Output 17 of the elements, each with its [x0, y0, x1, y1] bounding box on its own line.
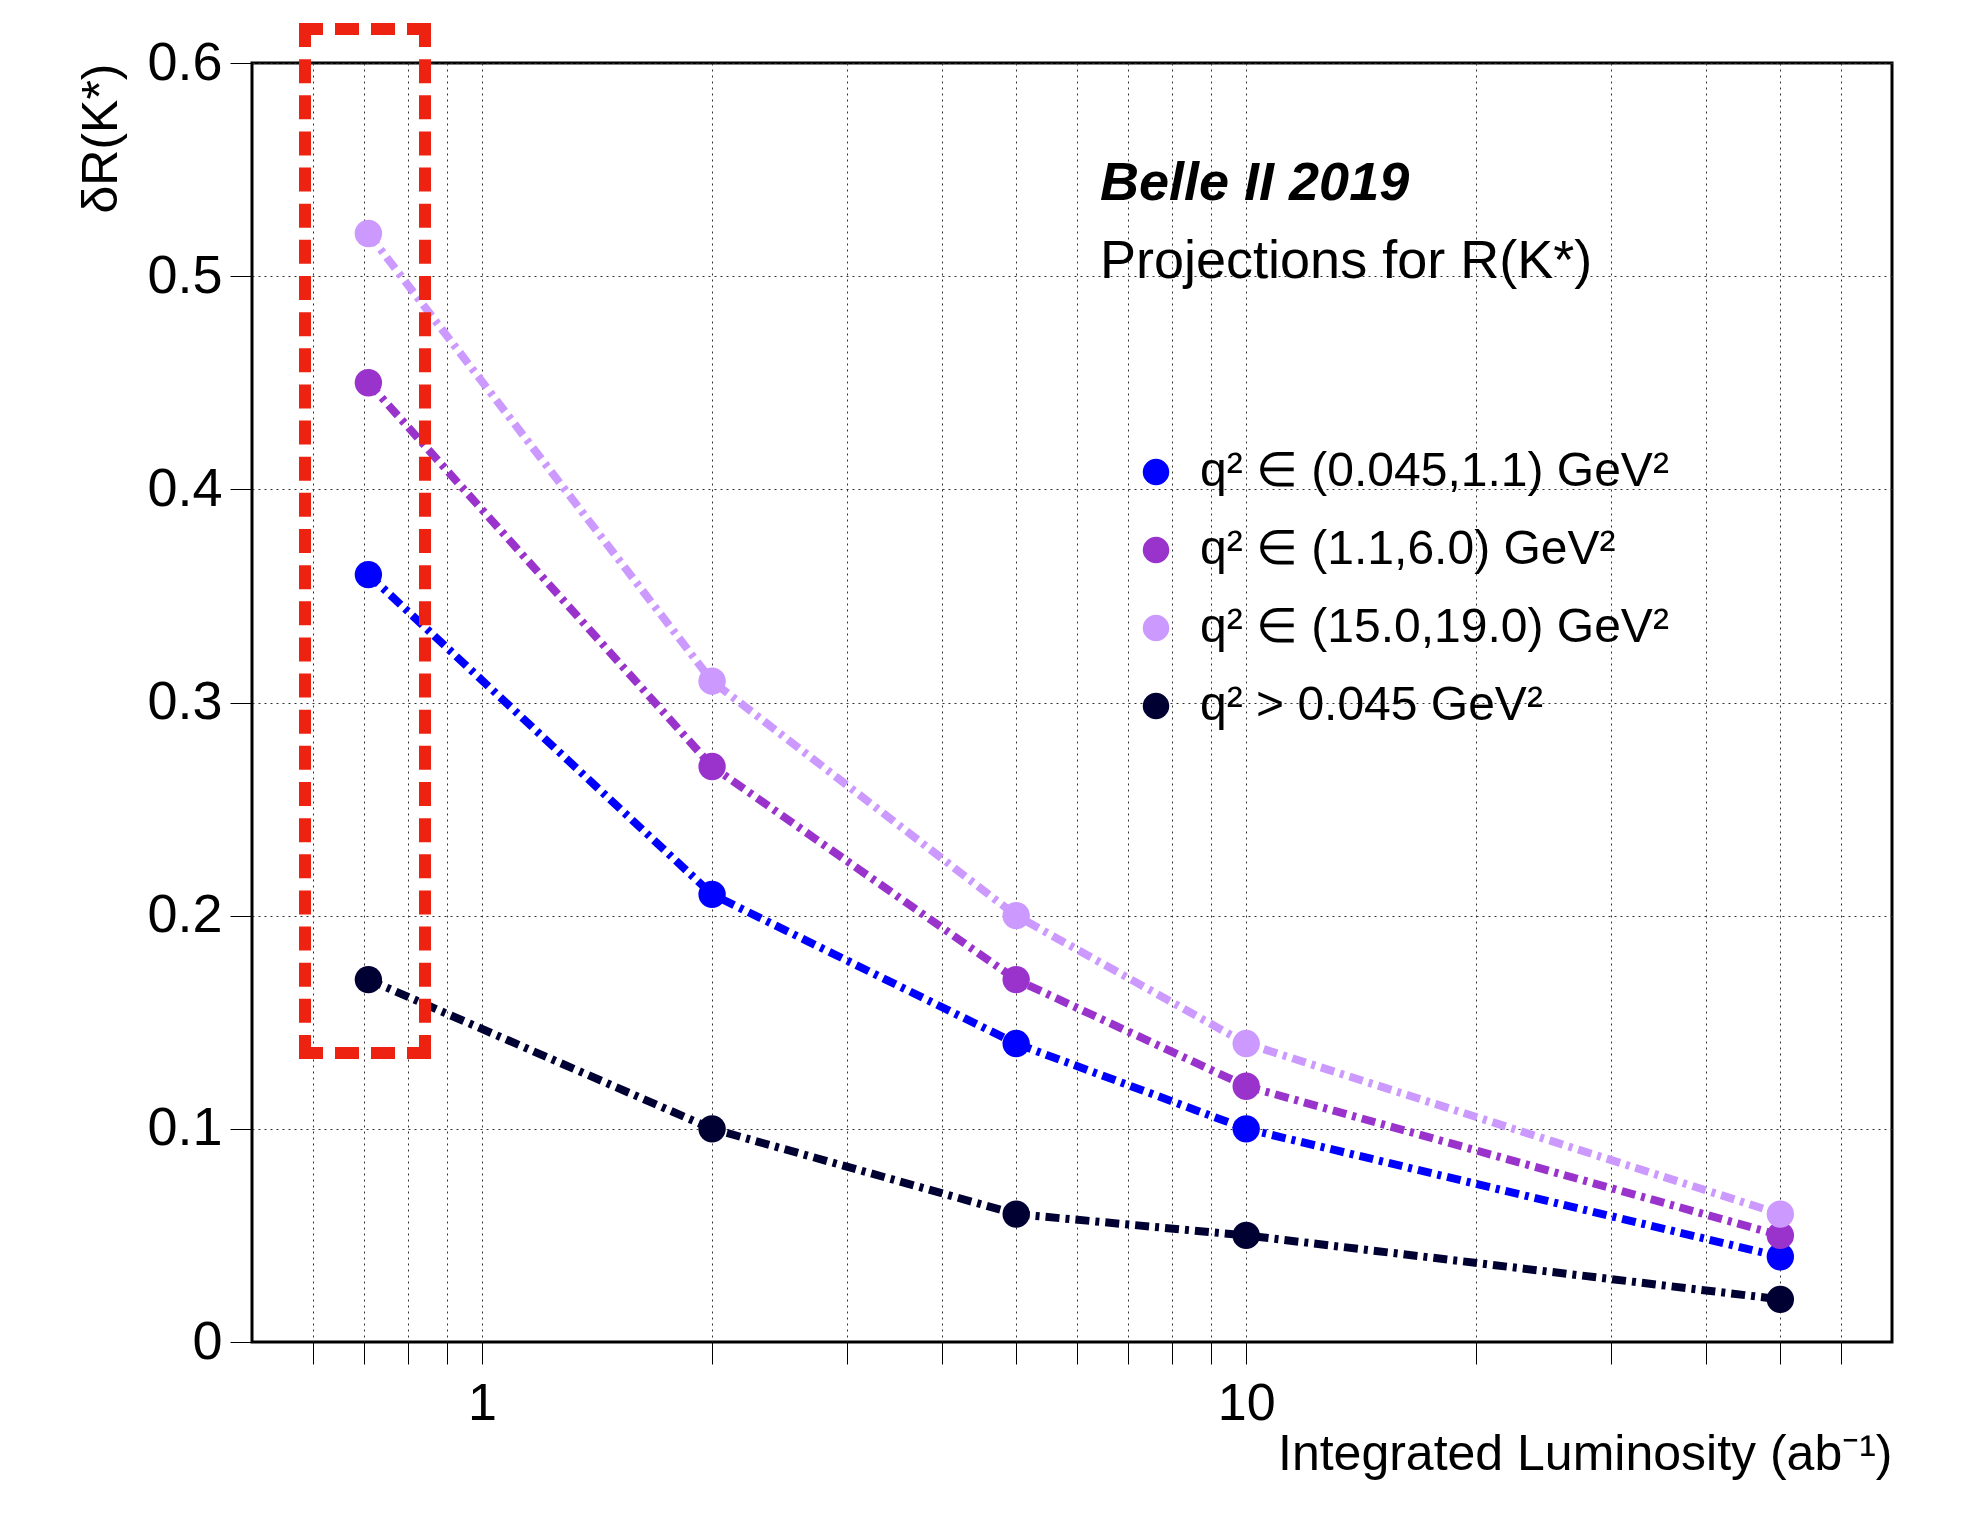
- y-tick-label: 0.4: [147, 456, 223, 517]
- y-tick-label: 0: [192, 1309, 223, 1370]
- legend-label: q² > 0.045 GeV²: [1200, 677, 1543, 730]
- annotation: Belle II 2019: [1100, 151, 1410, 211]
- y-tick-label: 0.5: [147, 243, 223, 304]
- y-tick-label: 0.6: [147, 30, 223, 91]
- legend-label: q² ∈ (1.1,6.0) GeV²: [1200, 521, 1616, 574]
- legend-label: q² ∈ (0.045,1.1) GeV²: [1200, 443, 1669, 496]
- legend-label: q² ∈ (15.0,19.0) GeV²: [1200, 599, 1669, 652]
- x-axis-title: Integrated Luminosity (ab⁻¹): [1277, 1424, 1893, 1481]
- annotation: Projections for R(K*): [1100, 229, 1593, 289]
- x-tick-label: 10: [1217, 1372, 1276, 1431]
- y-tick-label: 0.1: [147, 1096, 223, 1157]
- y-tick-label: 0.3: [147, 670, 223, 730]
- x-tick-label: 1: [468, 1372, 497, 1431]
- y-tick-label: 0.2: [147, 883, 223, 944]
- y-axis-title: δR(K*): [72, 63, 129, 214]
